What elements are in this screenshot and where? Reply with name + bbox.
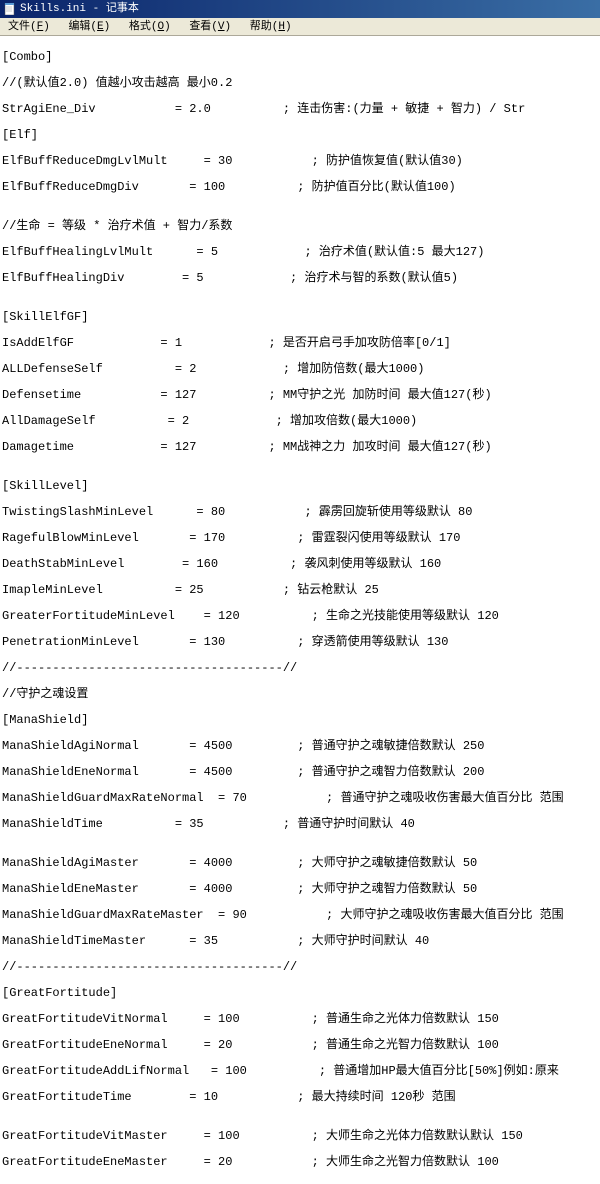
text-line: //-------------------------------------/… (2, 662, 598, 675)
text-line: Defensetime = 127 ; MM守护之光 加防时间 最大值127(秒… (2, 389, 598, 402)
text-line: ElfBuffReduceDmgDiv = 100 ; 防护值百分比(默认值10… (2, 181, 598, 194)
text-line: ManaShieldEneNormal = 4500 ; 普通守护之魂智力倍数默… (2, 766, 598, 779)
text-line: //守护之魂设置 (2, 688, 598, 701)
window-titlebar: Skills.ini - 记事本 (0, 0, 600, 18)
menubar: 文件(F) 编辑(E) 格式(O) 查看(V) 帮助(H) (0, 18, 600, 36)
text-line: GreaterFortitudeMinLevel = 120 ; 生命之光技能使… (2, 610, 598, 623)
text-line: //(默认值2.0) 值越小攻击越高 最小0.2 (2, 77, 598, 90)
text-line: ElfBuffHealingDiv = 5 ; 治疗术与智的系数(默认值5) (2, 272, 598, 285)
text-line: Damagetime = 127 ; MM战神之力 加攻时间 最大值127(秒) (2, 441, 598, 454)
window-title: Skills.ini - 记事本 (20, 0, 139, 18)
menu-file[interactable]: 文件(F) (2, 18, 56, 36)
text-line: GreatFortitudeVitMaster = 100 ; 大师生命之光体力… (2, 1130, 598, 1143)
text-line: GreatFortitudeTime = 10 ; 最大持续时间 120秒 范围 (2, 1091, 598, 1104)
text-line: ManaShieldAgiMaster = 4000 ; 大师守护之魂敏捷倍数默… (2, 857, 598, 870)
text-line: ManaShieldGuardMaxRateMaster = 90 ; 大师守护… (2, 909, 598, 922)
text-line: IsAddElfGF = 1 ; 是否开启弓手加攻防倍率[0/1] (2, 337, 598, 350)
text-line: ElfBuffReduceDmgLvlMult = 30 ; 防护值恢复值(默认… (2, 155, 598, 168)
menu-format[interactable]: 格式(O) (123, 18, 177, 36)
text-line: TwistingSlashMinLevel = 80 ; 霹雳回旋斩使用等级默认… (2, 506, 598, 519)
text-line: //-------------------------------------/… (2, 961, 598, 974)
text-line: RagefulBlowMinLevel = 170 ; 雷霆裂闪使用等级默认 1… (2, 532, 598, 545)
text-area[interactable]: [Combo] //(默认值2.0) 值越小攻击越高 最小0.2 StrAgiE… (0, 36, 600, 1184)
text-line: [SkillElfGF] (2, 311, 598, 324)
text-line: ManaShieldGuardMaxRateNormal = 70 ; 普通守护… (2, 792, 598, 805)
text-line: [SkillLevel] (2, 480, 598, 493)
text-line: ALLDefenseSelf = 2 ; 增加防倍数(最大1000) (2, 363, 598, 376)
text-line: GreatFortitudeAddLifNormal = 100 ; 普通增加H… (2, 1065, 598, 1078)
text-line: [ManaShield] (2, 714, 598, 727)
notepad-icon (4, 3, 16, 15)
text-line: AllDamageSelf = 2 ; 增加攻倍数(最大1000) (2, 415, 598, 428)
text-line: DeathStabMinLevel = 160 ; 袭风刺使用等级默认 160 (2, 558, 598, 571)
text-line: //生命 = 等级 * 治疗术值 + 智力/系数 (2, 220, 598, 233)
text-line: GreatFortitudeVitNormal = 100 ; 普通生命之光体力… (2, 1013, 598, 1026)
text-line: ImapleMinLevel = 25 ; 钻云枪默认 25 (2, 584, 598, 597)
text-line: GreatFortitudeEneMaster = 20 ; 大师生命之光智力倍… (2, 1156, 598, 1169)
text-line: GreatFortitudeEneNormal = 20 ; 普通生命之光智力倍… (2, 1039, 598, 1052)
text-line: ManaShieldTime = 35 ; 普通守护时间默认 40 (2, 818, 598, 831)
text-line: ManaShieldAgiNormal = 4500 ; 普通守护之魂敏捷倍数默… (2, 740, 598, 753)
menu-view[interactable]: 查看(V) (183, 18, 237, 36)
menu-help[interactable]: 帮助(H) (244, 18, 298, 36)
text-line: [Combo] (2, 51, 598, 64)
text-line: PenetrationMinLevel = 130 ; 穿透箭使用等级默认 13… (2, 636, 598, 649)
text-line: [GreatFortitude] (2, 987, 598, 1000)
text-line: ElfBuffHealingLvlMult = 5 ; 治疗术值(默认值:5 最… (2, 246, 598, 259)
text-line: StrAgiEne_Div = 2.0 ; 连击伤害:(力量 + 敏捷 + 智力… (2, 103, 598, 116)
menu-edit[interactable]: 编辑(E) (62, 18, 116, 36)
text-line: [Elf] (2, 129, 598, 142)
text-line: ManaShieldTimeMaster = 35 ; 大师守护时间默认 40 (2, 935, 598, 948)
text-line: ManaShieldEneMaster = 4000 ; 大师守护之魂智力倍数默… (2, 883, 598, 896)
